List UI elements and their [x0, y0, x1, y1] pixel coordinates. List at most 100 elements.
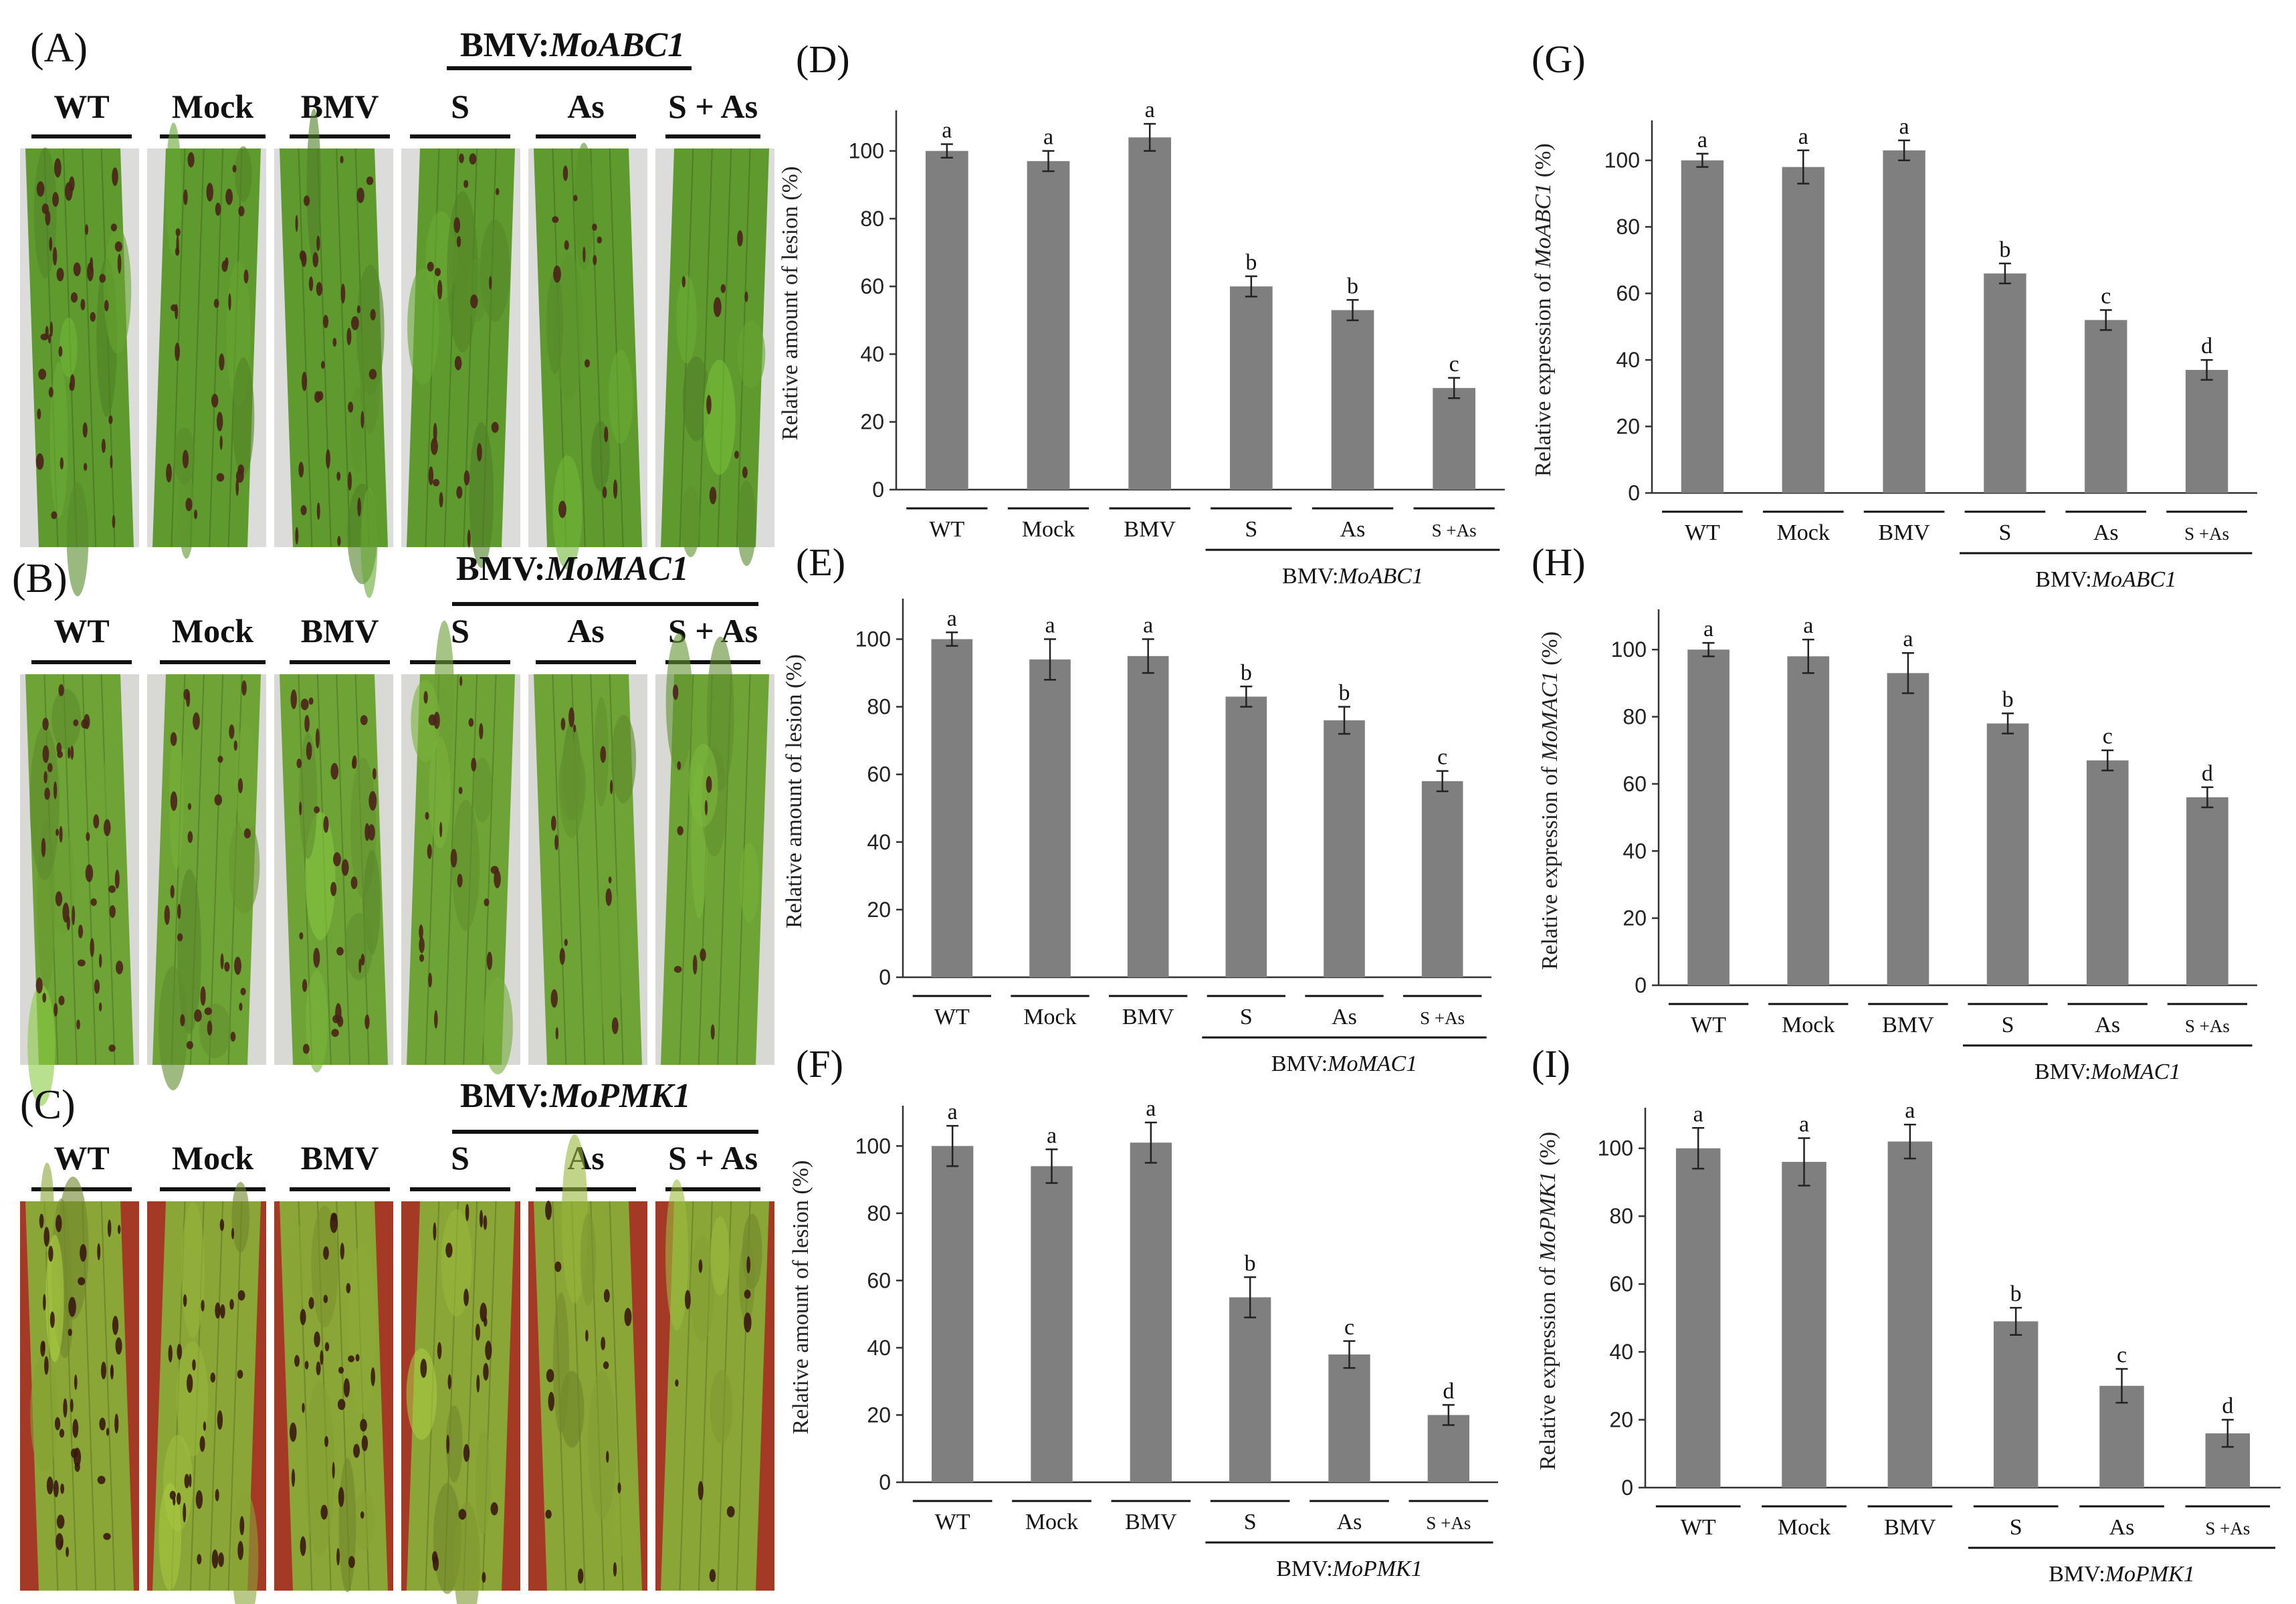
lesion-spot	[356, 305, 361, 314]
lesion-spot	[300, 505, 307, 516]
lesion-spot	[206, 183, 214, 202]
lesion-spot	[180, 1014, 185, 1027]
y-tick-label: 80	[867, 1201, 891, 1225]
leaf-photo	[528, 1134, 647, 1591]
lesion-spot	[229, 724, 235, 739]
panel-label: (E)	[796, 540, 845, 584]
lesion-spot	[70, 1448, 78, 1458]
leaf-vein	[443, 674, 459, 1066]
lesion-spot	[53, 1480, 59, 1498]
lesion-spot	[299, 932, 304, 940]
lesion-spot	[97, 1243, 101, 1261]
x-tick-label: BMV	[1878, 520, 1930, 545]
lesion-spot	[308, 276, 314, 292]
lesion-spot	[601, 1336, 606, 1350]
lesion-spot	[744, 291, 748, 302]
lesion-spot	[296, 759, 302, 769]
leaf-vein	[336, 148, 351, 548]
leaf-photo	[274, 108, 393, 598]
lesion-spot	[700, 948, 706, 961]
lesion-spot	[53, 781, 58, 799]
bar	[2086, 760, 2129, 985]
lesion-spot	[545, 1200, 552, 1220]
lesion-spot	[554, 1261, 562, 1272]
group-label: BMV:MoPMK1	[1276, 1557, 1422, 1581]
lesion-spot	[675, 1379, 679, 1387]
leaf-patch	[51, 688, 81, 750]
lesion-spot	[42, 745, 49, 763]
lesion-spot	[336, 946, 344, 956]
lesion-spot	[439, 821, 443, 837]
lesion-spot	[74, 1374, 78, 1391]
lesion-spot	[228, 293, 231, 311]
y-tick-label: 0	[1628, 481, 1640, 505]
lesion-spot	[304, 195, 310, 207]
y-tick-label: 0	[872, 478, 884, 502]
lesion-spot	[176, 1492, 181, 1505]
significance-letter: a	[942, 118, 952, 143]
significance-letter: b	[2002, 688, 2014, 712]
lesion-spot	[300, 1536, 306, 1557]
significance-letter: c	[1437, 745, 1447, 770]
y-tick-label: 40	[867, 830, 891, 854]
lesion-spot	[479, 1209, 484, 1228]
lesion-spot	[602, 486, 607, 498]
y-tick-label: 60	[1616, 282, 1640, 306]
lesion-spot	[112, 514, 116, 528]
leaf-photo	[274, 1201, 393, 1593]
leaf-vein	[209, 148, 224, 548]
lesion-spot	[175, 228, 181, 237]
lesion-spot	[476, 1375, 480, 1393]
lesion-spot	[710, 1024, 715, 1040]
significance-letter: a	[1803, 613, 1813, 638]
leaf-patch	[558, 746, 587, 821]
bar	[1031, 1166, 1073, 1482]
lesion-spot	[330, 1213, 338, 1222]
leaf-patch	[739, 842, 760, 923]
lesion-spot	[193, 509, 198, 520]
bar-chart: (D) 0 20 40 60 80 100 Relative amount of lesion…	[778, 37, 1505, 589]
lesion-spot	[235, 479, 239, 496]
leaf-patch	[199, 1003, 231, 1059]
leaf-patch	[482, 977, 513, 1075]
lesion-spot	[220, 1304, 225, 1319]
lesion-spot	[585, 1330, 589, 1342]
y-tick-label: 60	[867, 1268, 891, 1292]
lesion-spot	[41, 837, 46, 858]
lesion-spot	[43, 1294, 46, 1311]
x-tick-label: WT	[929, 517, 964, 542]
lesion-spot	[483, 1363, 489, 1381]
x-tick-label: BMV	[1125, 1510, 1177, 1534]
leaf-photo	[401, 1201, 520, 1604]
lesion-spot	[108, 415, 113, 424]
leaf-patch	[588, 1370, 617, 1520]
lesion-spot	[458, 787, 463, 795]
x-tick-label: WT	[1681, 1515, 1716, 1540]
lesion-spot	[713, 297, 722, 318]
lesion-spot	[337, 536, 341, 546]
bar	[1986, 723, 2029, 985]
bar	[1027, 161, 1070, 490]
lesion-spot	[734, 450, 739, 459]
leaf-patch	[338, 1458, 356, 1593]
x-tick-label: S +As	[1426, 1513, 1471, 1533]
lesion-spot	[555, 1027, 558, 1040]
lesion-spot	[611, 1017, 619, 1035]
y-tick-label: 20	[867, 1403, 891, 1427]
lesion-spot	[340, 155, 344, 164]
lesion-spot	[40, 333, 49, 340]
lesion-spot	[49, 237, 53, 252]
leaf-vein	[209, 674, 224, 1066]
leaf-patch	[574, 142, 594, 270]
lesion-spot	[63, 1398, 68, 1418]
leaf-patch	[348, 1243, 376, 1414]
lesion-spot	[38, 369, 47, 380]
lesion-spot	[234, 957, 241, 975]
bar	[1229, 286, 1273, 490]
lesion-spot	[201, 1300, 205, 1312]
leaf-vein	[189, 148, 205, 548]
lesion-spot	[39, 1213, 44, 1229]
lesion-spot	[304, 714, 310, 732]
lesion-spot	[36, 181, 45, 197]
lesion-spot	[483, 1316, 488, 1327]
